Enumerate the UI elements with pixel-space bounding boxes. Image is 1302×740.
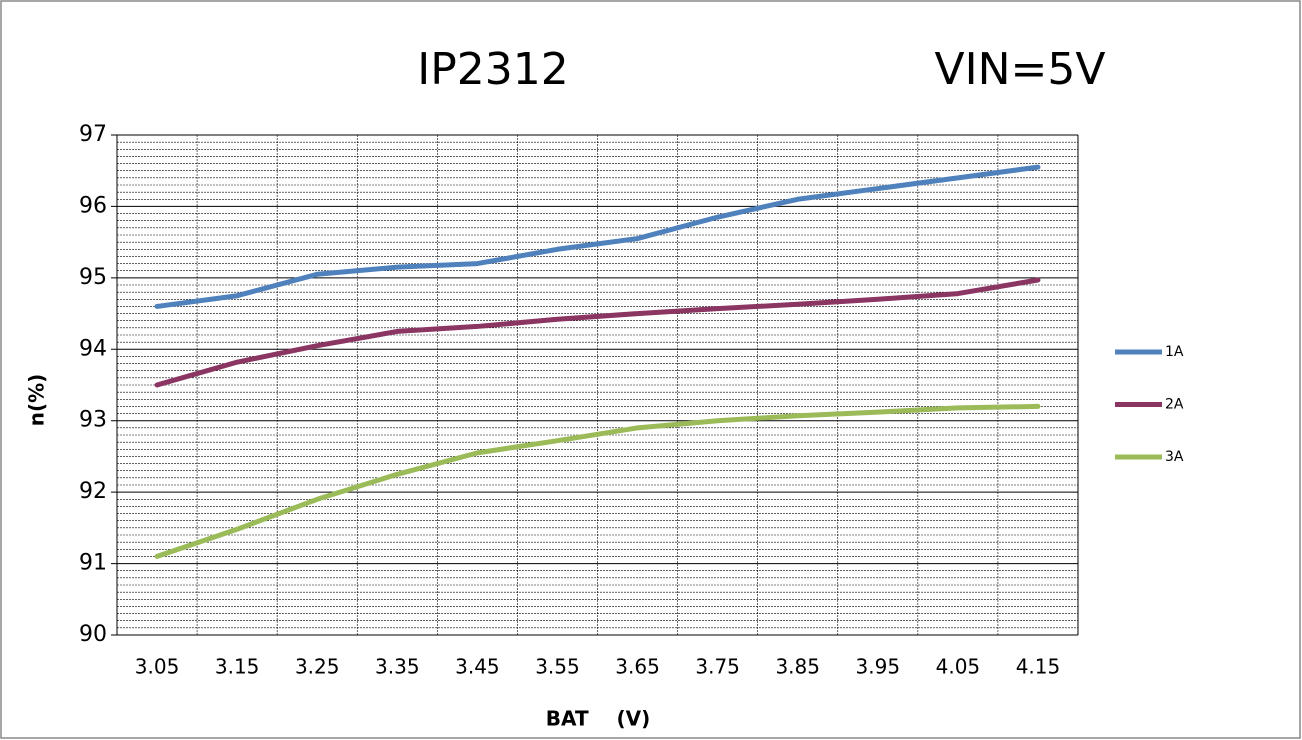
chart-title: IP2312 (417, 44, 569, 95)
x-tick-label: 3.85 (775, 655, 820, 679)
y-tick-label: 94 (79, 336, 107, 361)
y-tick-label: 92 (79, 479, 107, 504)
legend-label: 1A (1165, 344, 1184, 360)
x-tick-label: 3.55 (535, 655, 580, 679)
x-tick-label: 3.75 (695, 655, 740, 679)
x-axis-label: BAT (V) (546, 707, 650, 731)
legend-label: 3A (1165, 449, 1184, 465)
chart-subtitle: VIN=5V (935, 44, 1106, 95)
series-line (154, 164, 1041, 309)
x-tick-label: 3.65 (615, 655, 660, 679)
y-tick-label: 93 (79, 408, 107, 433)
y-tick-label: 95 (79, 265, 107, 290)
y-tick-label: 90 (79, 622, 107, 647)
series-line (154, 403, 1041, 559)
x-tick-label: 3.45 (455, 655, 500, 679)
series-line (154, 277, 1041, 388)
y-tick-label: 91 (79, 551, 107, 576)
x-tick-label: 3.15 (215, 655, 260, 679)
y-axis-label: n(%) (25, 374, 49, 427)
x-tick-label: 3.95 (856, 655, 901, 679)
x-tick-label: 3.35 (375, 655, 420, 679)
x-tick-label: 4.05 (936, 655, 981, 679)
x-tick-label: 3.25 (295, 655, 340, 679)
x-tick-label: 4.15 (1016, 655, 1061, 679)
legend-label: 2A (1165, 397, 1184, 413)
x-tick-label: 3.05 (135, 655, 180, 679)
y-tick-label: 97 (79, 122, 107, 147)
y-tick-label: 96 (79, 193, 107, 218)
